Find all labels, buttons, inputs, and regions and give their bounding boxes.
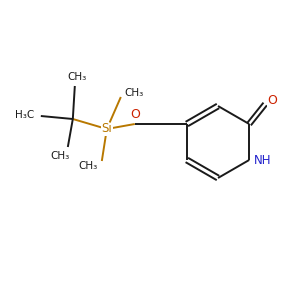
Text: CH₃: CH₃ — [124, 88, 143, 98]
Text: CH₃: CH₃ — [78, 161, 98, 171]
Text: NH: NH — [254, 154, 271, 166]
Text: O: O — [267, 94, 277, 106]
Text: Si: Si — [101, 122, 112, 136]
Text: CH₃: CH₃ — [67, 72, 86, 82]
Text: O: O — [130, 109, 140, 122]
Text: H₃C: H₃C — [15, 110, 34, 120]
Text: CH₃: CH₃ — [50, 151, 69, 161]
